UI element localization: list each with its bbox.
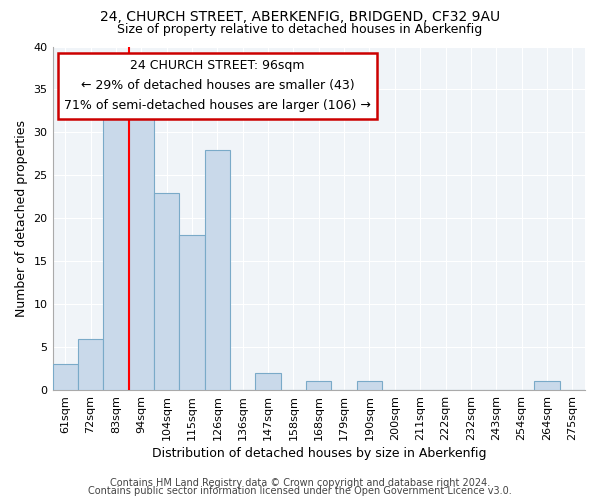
- Bar: [179, 236, 205, 390]
- X-axis label: Distribution of detached houses by size in Aberkenfig: Distribution of detached houses by size …: [152, 447, 486, 460]
- Text: 24 CHURCH STREET: 96sqm
← 29% of detached houses are smaller (43)
71% of semi-de: 24 CHURCH STREET: 96sqm ← 29% of detache…: [64, 60, 371, 112]
- Text: Size of property relative to detached houses in Aberkenfig: Size of property relative to detached ho…: [118, 22, 482, 36]
- Text: Contains HM Land Registry data © Crown copyright and database right 2024.: Contains HM Land Registry data © Crown c…: [110, 478, 490, 488]
- Text: Contains public sector information licensed under the Open Government Licence v3: Contains public sector information licen…: [88, 486, 512, 496]
- Bar: [205, 150, 230, 390]
- Bar: [534, 382, 560, 390]
- Text: 24, CHURCH STREET, ABERKENFIG, BRIDGEND, CF32 9AU: 24, CHURCH STREET, ABERKENFIG, BRIDGEND,…: [100, 10, 500, 24]
- Bar: [103, 106, 128, 390]
- Bar: [154, 192, 179, 390]
- Bar: [78, 338, 103, 390]
- Bar: [128, 106, 154, 390]
- Bar: [256, 373, 281, 390]
- Bar: [357, 382, 382, 390]
- Bar: [306, 382, 331, 390]
- Y-axis label: Number of detached properties: Number of detached properties: [15, 120, 28, 317]
- Bar: [53, 364, 78, 390]
